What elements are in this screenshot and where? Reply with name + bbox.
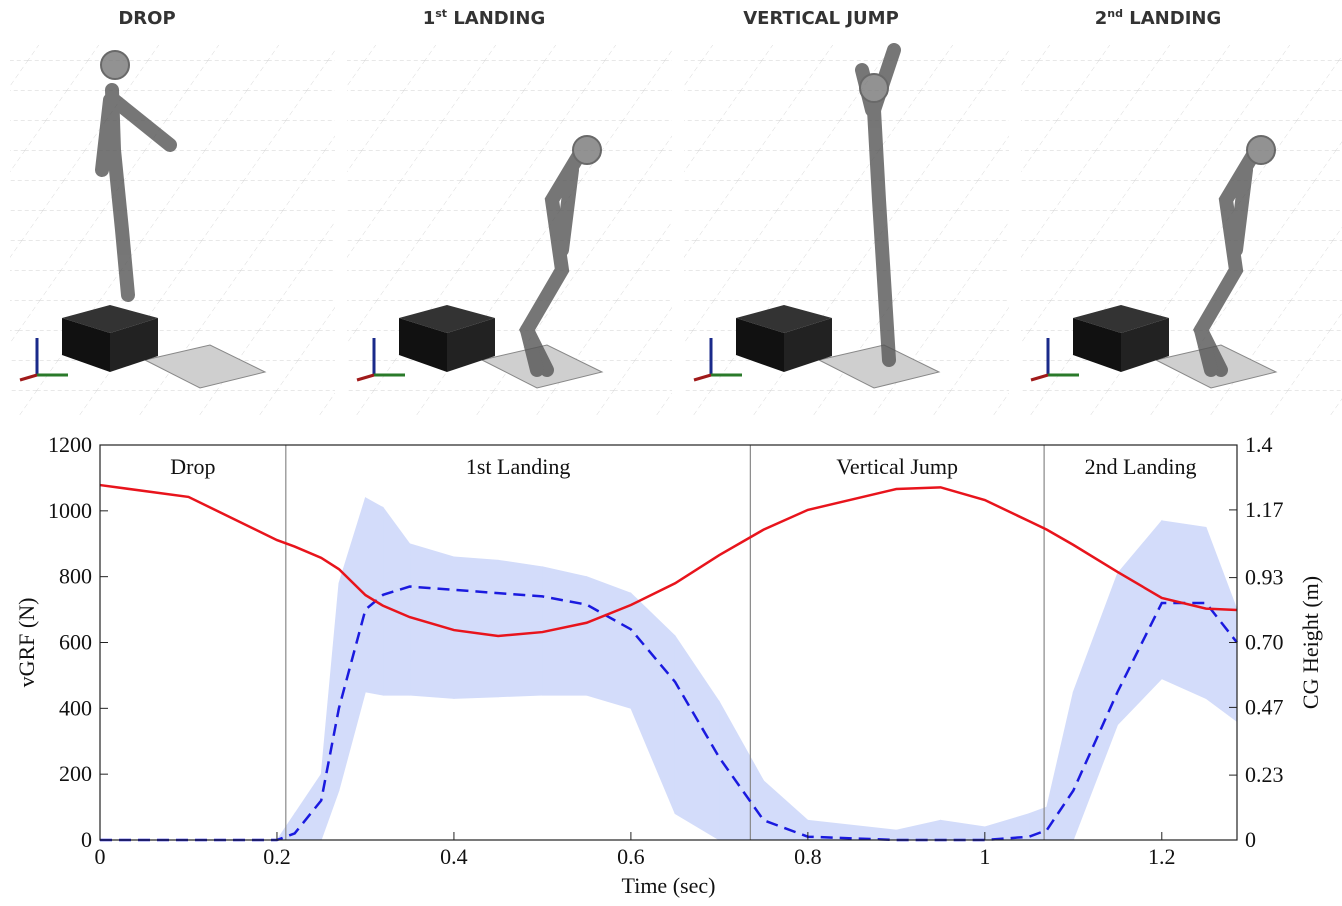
scene-panel: 2nd LANDING [1021,7,1342,415]
y2-tick-label: 0.23 [1245,762,1284,787]
panel-title: VERTICAL JUMP [743,8,899,29]
cg-height-line [100,485,1237,636]
x-tick-label: 1 [979,844,990,869]
y-tick-label: 800 [59,564,92,589]
vgrf-band [719,702,763,840]
scene-images: DROP 1st LANDING VERTICAL JUMP 2nd LANDING [10,7,1342,415]
y-tick-label: 1200 [48,432,92,457]
vgrf-band [896,820,940,840]
y2-tick-label: 0.93 [1245,565,1284,590]
y-tick-label: 200 [59,761,92,786]
chart: Drop 1st Landing Vertical Jump 2nd Landing 0… [14,432,1323,898]
y2-tick-label: 1.17 [1245,497,1284,522]
y2-tick-label: 0 [1245,827,1256,852]
x-tick-label: 0.6 [617,844,645,869]
phase-label: Drop [170,454,215,479]
vgrf-band [675,636,719,840]
y-axis-label: vGRF (N) [14,598,39,688]
vgrf-band [941,820,985,840]
head [1247,136,1275,164]
limb [527,330,537,370]
x-tick-label: 0.2 [263,844,291,869]
limb [1201,330,1211,370]
head [101,51,129,79]
y2-tick-label: 1.4 [1245,432,1273,457]
page: {"panels": ["DROP", ["1", "st", " LANDIN… [0,0,1342,906]
panel-title-part: nd [1107,7,1123,20]
panel-title-part: LANDING [1123,8,1221,29]
scene-panel: 1st LANDING [347,7,672,415]
vgrf-band [321,583,339,840]
panel-title: DROP [118,8,175,29]
phase-label: 1st Landing [466,454,571,479]
vgrf-band [410,544,454,699]
vgrf-band [498,560,542,697]
limb [102,100,110,170]
scene-panel: DROP [10,8,335,415]
x-tick-label: 0 [95,844,106,869]
scene-panel: VERTICAL JUMP [684,8,1009,415]
vgrf-band [764,781,808,840]
phase-label: Vertical Jump [836,454,958,479]
figure: DROP1st LANDINGVERTICAL JUMP2nd LANDING … [0,0,1342,906]
x-tick-label: 0.4 [440,844,468,869]
y2-tick-label: 0.47 [1245,694,1284,719]
vgrf-band [1118,521,1162,725]
limb [1236,170,1246,250]
panel-title: 2nd LANDING [1095,7,1221,29]
x-tick-label: 0.8 [794,844,822,869]
y-tick-label: 0 [81,827,92,852]
vgrf-band [631,593,675,814]
y-tick-label: 1000 [48,498,92,523]
vgrf-band [339,498,366,791]
y-tick-label: 400 [59,695,92,720]
vgrf-band [454,557,498,699]
head [860,74,888,102]
limb [562,170,572,250]
panel-title-part: LANDING [447,8,545,29]
panel-title-part: 1 [423,8,436,29]
x-tick-label: 1.2 [1148,844,1176,869]
vgrf-band [1047,692,1074,840]
y-tick-label: 600 [59,630,92,655]
vgrf-band [587,577,631,709]
panel-title-part: 2 [1095,8,1108,29]
vgrf-band [383,508,410,696]
phase-label: 2nd Landing [1085,454,1197,479]
y2-tick-label: 0.70 [1245,630,1284,655]
panel-title-part: st [435,7,447,20]
vgrf-band [1162,521,1206,699]
x-axis-label: Time (sec) [622,873,716,898]
panel-title: 1st LANDING [423,7,546,29]
y2-axis-label: CG Height (m) [1298,576,1323,709]
head [573,136,601,164]
